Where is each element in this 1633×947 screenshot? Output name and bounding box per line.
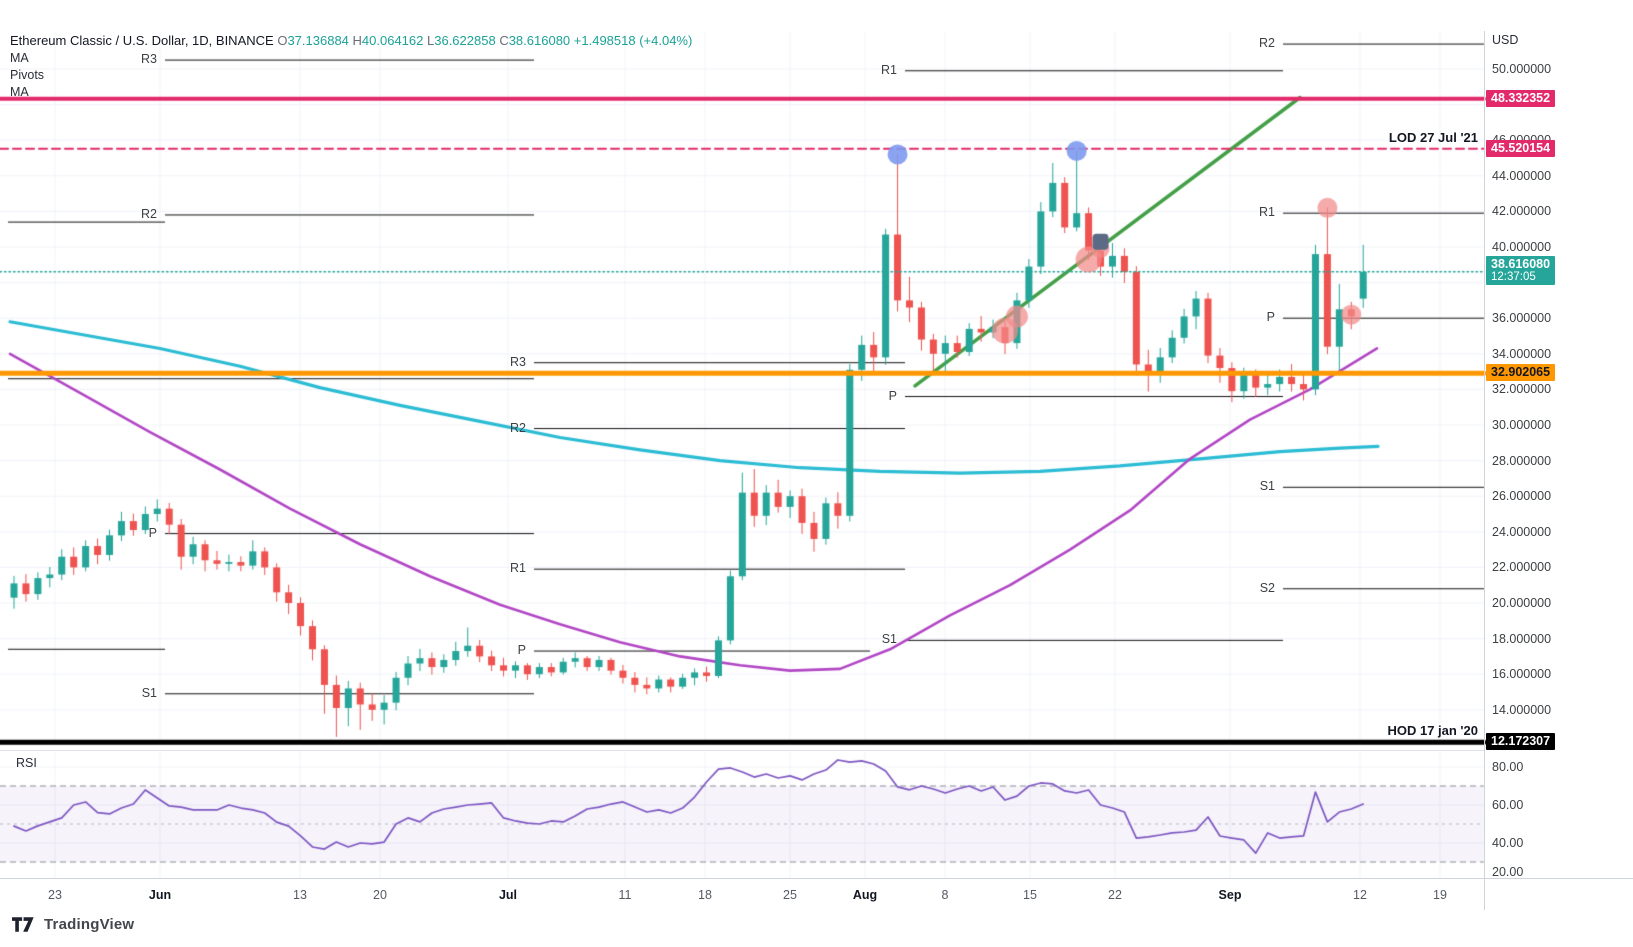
change-value: +1.498518 (+4.04%) — [573, 33, 693, 48]
rsi-tick-20[interactable]: 20.00 — [1492, 865, 1524, 879]
price-tick-28[interactable]: 28.000000 — [1492, 453, 1552, 468]
price-tick-32[interactable]: 32.000000 — [1492, 382, 1552, 397]
line-note-hod: HOD 17 jan '20 — [1387, 723, 1478, 739]
pivot-label-s1-17: S1 — [1259, 479, 1275, 494]
rsi-tick-40[interactable]: 40.00 — [1492, 836, 1524, 850]
price-label-resistance: 48.332352 — [1486, 89, 1556, 107]
ohlc-open-value: 37.136884 — [287, 33, 349, 48]
pivot-label-p-16: P — [1266, 310, 1275, 325]
time-label-8[interactable]: 8 — [941, 888, 949, 902]
line-note-lod: LOD 27 Jul '21 — [1388, 129, 1478, 145]
time-label-jul[interactable]: Jul — [498, 888, 518, 902]
time-label-22[interactable]: 22 — [1108, 888, 1122, 902]
symbol-title-row[interactable]: Ethereum Classic / U.S. Dollar, 1D, BINA… — [10, 33, 692, 49]
price-tick-20[interactable]: 20.000000 — [1492, 596, 1552, 610]
price-tick-34[interactable]: 34.000000 — [1492, 346, 1552, 361]
tradingview-logo-icon — [12, 917, 34, 932]
time-label-15[interactable]: 15 — [1023, 888, 1037, 902]
time-label-20[interactable]: 20 — [373, 888, 387, 902]
pivot-label-p-5: P — [148, 525, 157, 540]
pane-separator[interactable] — [0, 750, 1484, 751]
time-label-18[interactable]: 18 — [698, 888, 712, 902]
pivot-label-s1-13: S1 — [881, 632, 897, 647]
pivot-label-r1-11: R1 — [881, 62, 897, 77]
time-label-25[interactable]: 25 — [783, 888, 797, 902]
pivot-label-r2-14: R2 — [1259, 36, 1275, 51]
pivot-label-p-10: P — [517, 643, 526, 658]
ohlc-high-letter: H — [352, 33, 362, 48]
time-label-11[interactable]: 11 — [618, 888, 632, 902]
pivot-label-r3-7: R3 — [510, 354, 526, 369]
ohlc-close-value: 38.616080 — [508, 33, 571, 48]
price-tick-14[interactable]: 14.000000 — [1492, 702, 1552, 717]
time-label-aug[interactable]: Aug — [852, 888, 878, 902]
time-label-12[interactable]: 12 — [1353, 888, 1367, 902]
symbol-title: Ethereum Classic / U.S. Dollar, 1D, BINA… — [10, 33, 274, 48]
price-axis-border[interactable] — [1484, 31, 1485, 910]
ohlc-low-letter: L — [427, 33, 435, 48]
price-tick-40[interactable]: 40.000000 — [1492, 240, 1552, 254]
indicator-row-ma1[interactable]: MA — [10, 51, 29, 65]
price-tick-44[interactable]: 44.000000 — [1492, 168, 1552, 183]
pivot-label-r1-15: R1 — [1259, 205, 1275, 220]
price-label-close: 38.616080 12:37:05 — [1486, 255, 1556, 285]
price-tick-42[interactable]: 42.000000 — [1492, 204, 1552, 219]
time-axis-border[interactable] — [0, 878, 1633, 879]
pivot-label-r3-2: R3 — [141, 52, 157, 67]
price-axis-currency[interactable]: USD — [1492, 33, 1519, 47]
ohlc-close-letter: C — [499, 33, 509, 48]
pivot-label-p-12: P — [888, 388, 897, 403]
price-tick-22[interactable]: 22.000000 — [1492, 560, 1552, 575]
price-tick-26[interactable]: 26.000000 — [1492, 489, 1552, 504]
price-label-lod: 45.520154 — [1486, 139, 1556, 157]
time-label-sep[interactable]: Sep — [1218, 888, 1242, 902]
rsi-pane-label[interactable]: RSI — [16, 756, 37, 770]
price-tick-18[interactable]: 18.000000 — [1492, 631, 1552, 646]
indicator-row-pivots[interactable]: Pivots — [10, 68, 45, 82]
tradingview-logo-text: TradingView — [44, 916, 135, 933]
time-label-jun[interactable]: Jun — [148, 888, 172, 902]
price-label-hod: 12.172307 — [1486, 733, 1556, 751]
price-tick-24[interactable]: 24.000000 — [1492, 524, 1552, 539]
price-tick-36[interactable]: 36.000000 — [1492, 311, 1552, 326]
pivot-label-r2-8: R2 — [510, 420, 526, 435]
pivot-label-s2-18: S2 — [1259, 580, 1275, 595]
time-label-19[interactable]: 19 — [1433, 888, 1447, 902]
ohlc-high-value: 40.064162 — [361, 33, 424, 48]
indicator-row-ma2[interactable]: MA — [10, 85, 29, 99]
ohlc-open-letter: O — [277, 33, 288, 48]
price-tick-30[interactable]: 30.000000 — [1492, 418, 1552, 432]
rsi-tick-80[interactable]: 80.00 — [1492, 760, 1524, 774]
price-label-support: 32.902065 — [1486, 364, 1556, 382]
rsi-tick-60[interactable]: 60.00 — [1492, 798, 1524, 812]
tradingview-branding[interactable]: TradingView — [12, 916, 134, 933]
price-tick-50[interactable]: 50.000000 — [1492, 62, 1552, 76]
time-label-23[interactable]: 23 — [48, 888, 62, 902]
pivot-label-s1-6: S1 — [141, 685, 157, 700]
pivot-label-r2-3: R2 — [141, 206, 157, 221]
pivot-label-r1-9: R1 — [510, 561, 526, 576]
price-tick-16[interactable]: 16.000000 — [1492, 667, 1552, 682]
time-label-13[interactable]: 13 — [293, 888, 307, 902]
chart-legend: Ethereum Classic / U.S. Dollar, 1D, BINA… — [10, 33, 692, 100]
ohlc-low-value: 36.622858 — [434, 33, 496, 48]
